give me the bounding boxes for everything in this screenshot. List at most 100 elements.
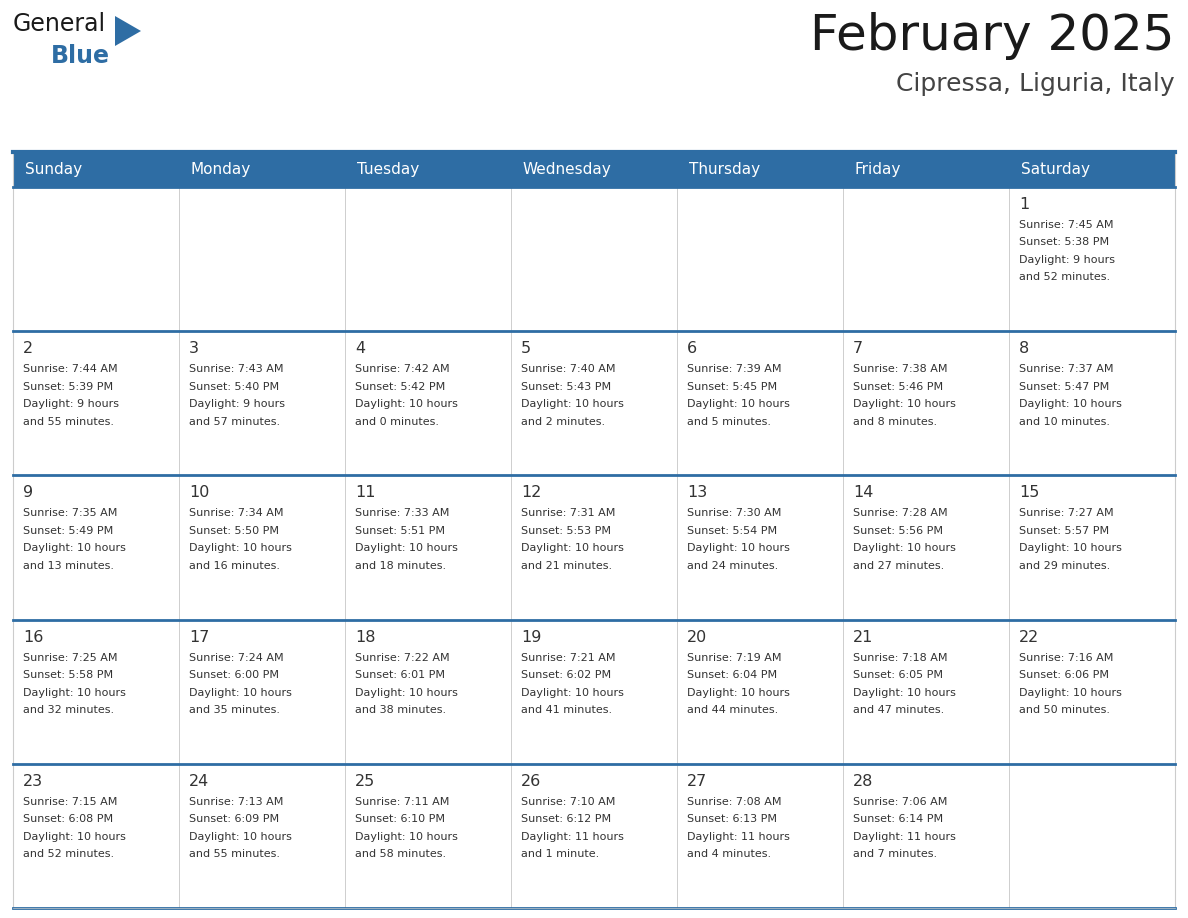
Bar — [13, 620, 179, 764]
Text: Daylight: 10 hours: Daylight: 10 hours — [23, 832, 126, 842]
Text: Sunrise: 7:25 AM: Sunrise: 7:25 AM — [23, 653, 118, 663]
Text: Sunset: 6:02 PM: Sunset: 6:02 PM — [522, 670, 611, 680]
Text: 16: 16 — [23, 630, 44, 644]
Bar — [511, 187, 677, 331]
Text: General: General — [13, 12, 106, 36]
Text: Sunrise: 7:10 AM: Sunrise: 7:10 AM — [522, 797, 615, 807]
Text: Sunset: 5:39 PM: Sunset: 5:39 PM — [23, 382, 113, 392]
Text: Daylight: 10 hours: Daylight: 10 hours — [355, 832, 457, 842]
Text: 24: 24 — [189, 774, 209, 789]
Text: Sunrise: 7:08 AM: Sunrise: 7:08 AM — [687, 797, 782, 807]
Text: Sunset: 6:14 PM: Sunset: 6:14 PM — [853, 814, 943, 824]
Text: Sunrise: 7:15 AM: Sunrise: 7:15 AM — [23, 797, 118, 807]
Text: Sunset: 6:05 PM: Sunset: 6:05 PM — [853, 670, 943, 680]
Text: Sunrise: 7:28 AM: Sunrise: 7:28 AM — [853, 509, 948, 519]
Text: Sunrise: 7:33 AM: Sunrise: 7:33 AM — [355, 509, 449, 519]
Bar — [345, 764, 511, 908]
Text: Thursday: Thursday — [689, 162, 760, 177]
Bar — [1009, 476, 1175, 620]
Text: Sunset: 6:09 PM: Sunset: 6:09 PM — [189, 814, 279, 824]
Text: 18: 18 — [355, 630, 375, 644]
Bar — [677, 152, 843, 187]
Text: Sunset: 6:10 PM: Sunset: 6:10 PM — [355, 814, 446, 824]
Text: 7: 7 — [853, 341, 864, 356]
Text: Sunset: 5:40 PM: Sunset: 5:40 PM — [189, 382, 279, 392]
Text: and 57 minutes.: and 57 minutes. — [189, 417, 280, 427]
Text: Daylight: 10 hours: Daylight: 10 hours — [189, 832, 292, 842]
Polygon shape — [115, 16, 141, 46]
Text: 3: 3 — [189, 341, 200, 356]
Text: and 55 minutes.: and 55 minutes. — [23, 417, 114, 427]
Text: Friday: Friday — [855, 162, 902, 177]
Bar — [677, 187, 843, 331]
Text: Daylight: 10 hours: Daylight: 10 hours — [355, 543, 457, 554]
Bar — [179, 152, 345, 187]
Bar — [345, 476, 511, 620]
Text: Daylight: 10 hours: Daylight: 10 hours — [853, 543, 956, 554]
Text: Daylight: 10 hours: Daylight: 10 hours — [522, 399, 624, 409]
Text: Sunset: 6:13 PM: Sunset: 6:13 PM — [687, 814, 777, 824]
Bar — [13, 152, 179, 187]
Text: Sunday: Sunday — [25, 162, 82, 177]
Text: Sunset: 6:12 PM: Sunset: 6:12 PM — [522, 814, 611, 824]
Text: Sunrise: 7:06 AM: Sunrise: 7:06 AM — [853, 797, 947, 807]
Text: 13: 13 — [687, 486, 707, 500]
Text: 1: 1 — [1019, 197, 1029, 212]
Bar — [511, 331, 677, 476]
Text: Sunrise: 7:38 AM: Sunrise: 7:38 AM — [853, 364, 948, 375]
Text: Sunset: 5:47 PM: Sunset: 5:47 PM — [1019, 382, 1110, 392]
Bar — [13, 764, 179, 908]
Bar — [511, 152, 677, 187]
Text: Sunrise: 7:40 AM: Sunrise: 7:40 AM — [522, 364, 615, 375]
Text: Sunset: 5:42 PM: Sunset: 5:42 PM — [355, 382, 446, 392]
Bar — [345, 620, 511, 764]
Text: Daylight: 9 hours: Daylight: 9 hours — [189, 399, 285, 409]
Text: Daylight: 10 hours: Daylight: 10 hours — [1019, 399, 1121, 409]
Text: 26: 26 — [522, 774, 542, 789]
Text: Sunset: 5:56 PM: Sunset: 5:56 PM — [853, 526, 943, 536]
Text: and 47 minutes.: and 47 minutes. — [853, 705, 944, 715]
Bar — [179, 476, 345, 620]
Text: Daylight: 10 hours: Daylight: 10 hours — [23, 543, 126, 554]
Bar — [1009, 764, 1175, 908]
Bar — [843, 187, 1009, 331]
Bar — [677, 331, 843, 476]
Text: 20: 20 — [687, 630, 707, 644]
Bar — [511, 620, 677, 764]
Text: Sunset: 5:38 PM: Sunset: 5:38 PM — [1019, 238, 1110, 248]
Text: and 38 minutes.: and 38 minutes. — [355, 705, 447, 715]
Text: Sunrise: 7:22 AM: Sunrise: 7:22 AM — [355, 653, 449, 663]
Text: and 16 minutes.: and 16 minutes. — [189, 561, 280, 571]
Text: and 44 minutes.: and 44 minutes. — [687, 705, 778, 715]
Bar — [511, 764, 677, 908]
Bar — [677, 620, 843, 764]
Bar — [13, 476, 179, 620]
Text: Sunset: 5:57 PM: Sunset: 5:57 PM — [1019, 526, 1110, 536]
Text: Daylight: 10 hours: Daylight: 10 hours — [853, 399, 956, 409]
Bar — [1009, 331, 1175, 476]
Text: and 41 minutes.: and 41 minutes. — [522, 705, 612, 715]
Text: and 8 minutes.: and 8 minutes. — [853, 417, 937, 427]
Text: 4: 4 — [355, 341, 365, 356]
Text: and 52 minutes.: and 52 minutes. — [23, 849, 114, 859]
Text: and 1 minute.: and 1 minute. — [522, 849, 599, 859]
Text: Sunrise: 7:42 AM: Sunrise: 7:42 AM — [355, 364, 449, 375]
Text: and 58 minutes.: and 58 minutes. — [355, 849, 447, 859]
Text: Sunset: 5:43 PM: Sunset: 5:43 PM — [522, 382, 611, 392]
Bar — [179, 331, 345, 476]
Text: and 35 minutes.: and 35 minutes. — [189, 705, 280, 715]
Text: 6: 6 — [687, 341, 697, 356]
Text: and 10 minutes.: and 10 minutes. — [1019, 417, 1110, 427]
Text: Sunset: 5:50 PM: Sunset: 5:50 PM — [189, 526, 279, 536]
Bar — [1009, 620, 1175, 764]
Bar — [511, 476, 677, 620]
Text: Daylight: 10 hours: Daylight: 10 hours — [687, 543, 790, 554]
Text: 17: 17 — [189, 630, 209, 644]
Text: and 52 minutes.: and 52 minutes. — [1019, 273, 1110, 283]
Text: 9: 9 — [23, 486, 33, 500]
Bar — [345, 152, 511, 187]
Text: Sunset: 6:06 PM: Sunset: 6:06 PM — [1019, 670, 1110, 680]
Text: 12: 12 — [522, 486, 542, 500]
Text: Sunrise: 7:16 AM: Sunrise: 7:16 AM — [1019, 653, 1113, 663]
Bar — [843, 331, 1009, 476]
